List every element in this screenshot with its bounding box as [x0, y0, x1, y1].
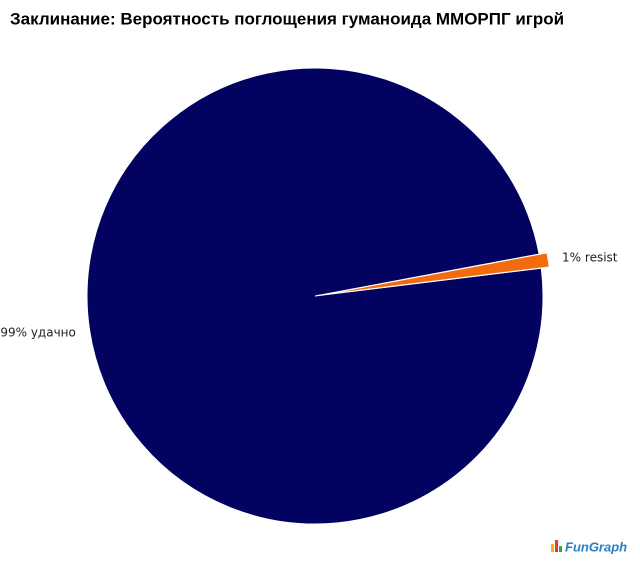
chart-title: Заклинание: Вероятность поглощения гуман…	[10, 9, 564, 28]
watermark: FunGraph	[565, 539, 627, 554]
slice-label: 99% удачно	[0, 326, 76, 340]
watermark-group: FunGraph	[551, 539, 627, 554]
watermark-icon	[555, 540, 558, 552]
pie-slice	[322, 252, 550, 296]
watermark-icon	[559, 546, 562, 552]
pie-slice	[86, 67, 544, 525]
watermark-icon	[551, 544, 554, 552]
slice-label: 1% resist	[562, 250, 618, 264]
